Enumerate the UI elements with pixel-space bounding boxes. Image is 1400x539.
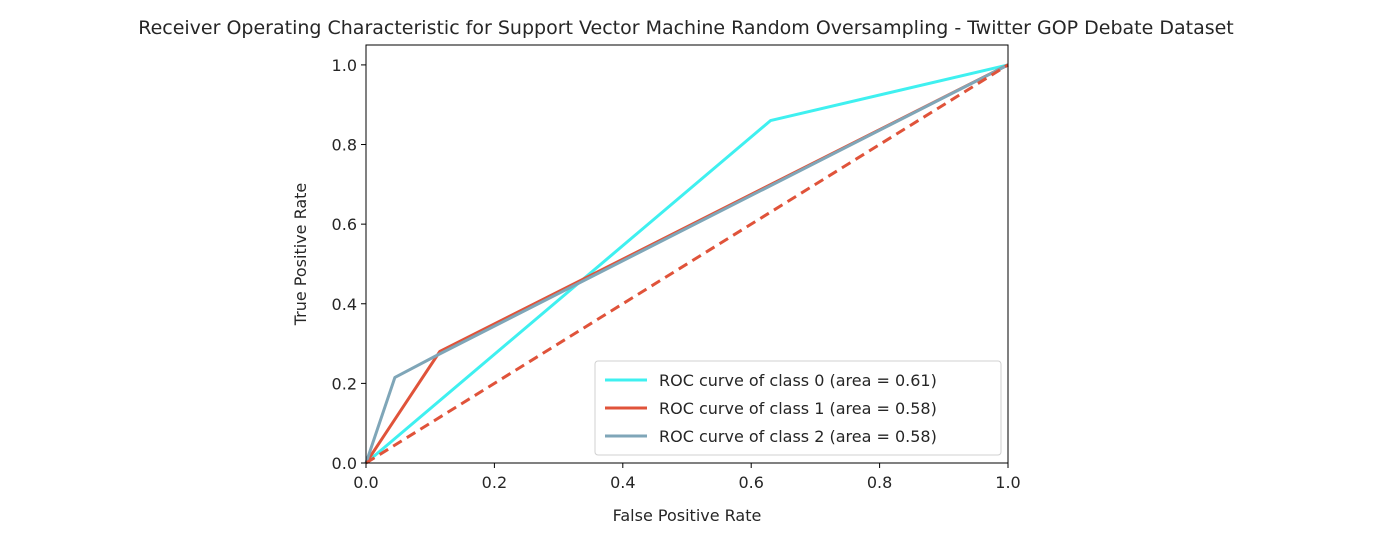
x-tick-label: 1.0 xyxy=(995,473,1020,492)
y-tick-label: 0.0 xyxy=(332,454,357,473)
chart-title: Receiver Operating Characteristic for Su… xyxy=(138,17,1234,39)
y-tick-label: 0.6 xyxy=(332,215,357,234)
x-tick-label: 0.0 xyxy=(353,473,378,492)
y-axis-label: True Positive Rate xyxy=(291,183,310,327)
y-tick-label: 0.4 xyxy=(332,295,357,314)
x-tick-label: 0.2 xyxy=(482,473,507,492)
y-tick-label: 1.0 xyxy=(332,56,357,75)
x-axis-label: False Positive Rate xyxy=(613,506,762,525)
y-tick-label: 0.2 xyxy=(332,374,357,393)
legend-box xyxy=(594,360,1002,456)
legend-label-class-2: ROC curve of class 2 (area = 0.58) xyxy=(659,427,937,446)
chance-reference-line xyxy=(365,63,1009,465)
x-tick-label: 0.8 xyxy=(867,473,892,492)
y-tick-label: 0.8 xyxy=(332,136,357,155)
series-line-class-0 xyxy=(365,63,1009,465)
legend-label-class-0: ROC curve of class 0 (area = 0.61) xyxy=(659,371,937,390)
series-line-class-2 xyxy=(364,63,1009,464)
x-tick-label: 0.4 xyxy=(610,473,635,492)
ticks-layer: 0.0 0.2 0.4 0.6 0.8 1.0 0.0 0.2 0.4 0.6 0.8 1.0 xyxy=(332,56,1021,492)
series-layer xyxy=(364,63,1009,465)
legend: ROC curve of class 0 (area = 0.61) ROC cu… xyxy=(594,360,1002,456)
legend-label-class-1: ROC curve of class 1 (area = 0.58) xyxy=(659,399,937,418)
x-tick-label: 0.6 xyxy=(738,473,763,492)
plot-frame xyxy=(365,44,1009,464)
